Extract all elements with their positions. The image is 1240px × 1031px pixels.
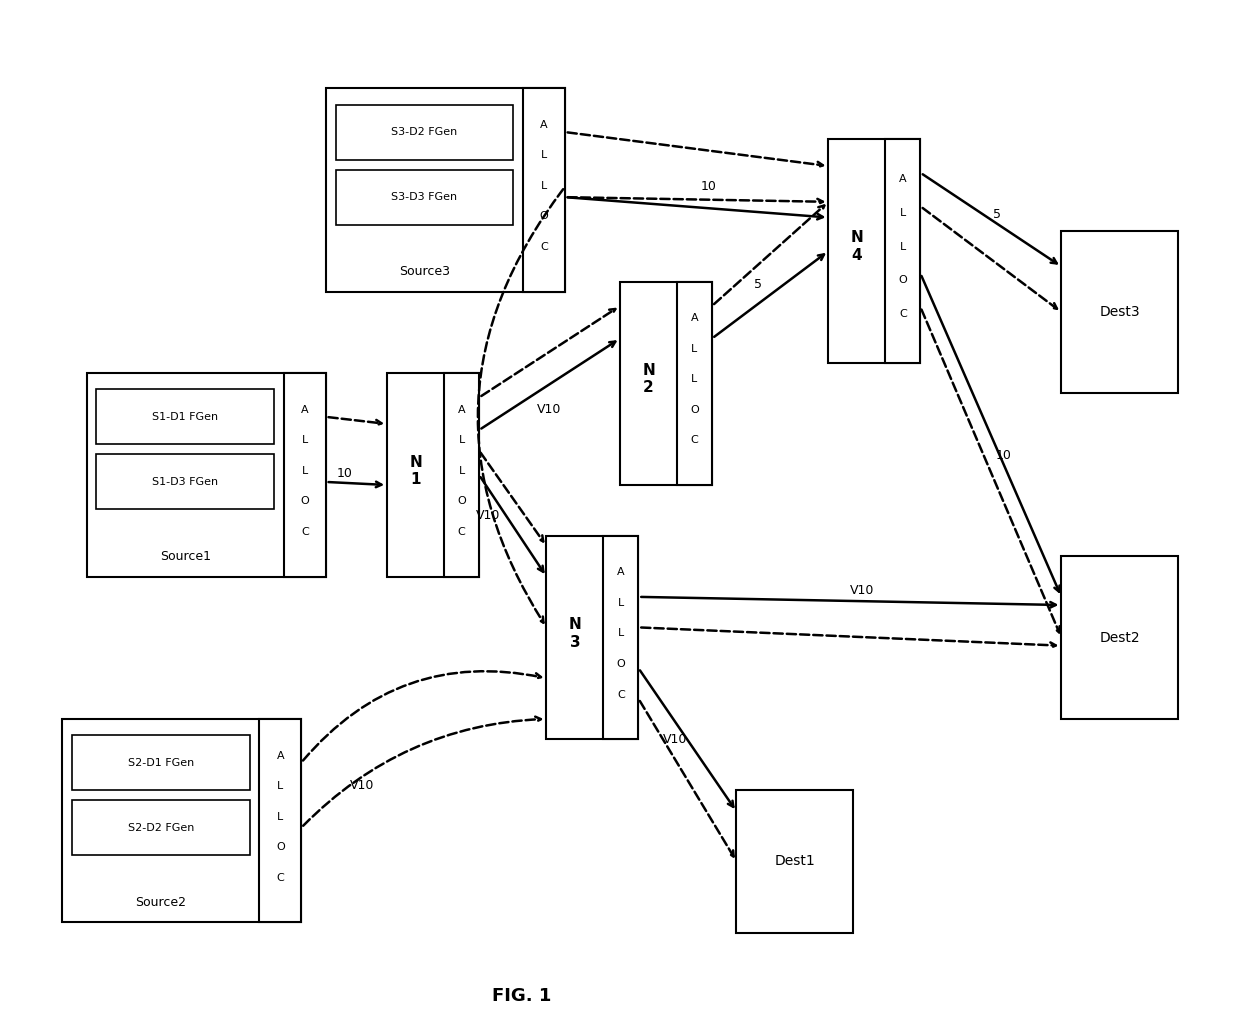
FancyBboxPatch shape (72, 800, 249, 856)
Text: L: L (459, 435, 465, 445)
FancyBboxPatch shape (547, 536, 639, 739)
FancyBboxPatch shape (1061, 231, 1178, 394)
Text: L: L (618, 629, 624, 638)
Text: C: C (899, 308, 906, 319)
FancyBboxPatch shape (62, 719, 301, 923)
FancyBboxPatch shape (523, 89, 565, 292)
Text: A: A (899, 174, 906, 185)
Text: O: O (616, 659, 625, 669)
Text: S2-D1 FGen: S2-D1 FGen (128, 758, 193, 768)
Text: A: A (618, 567, 625, 577)
Text: C: C (618, 690, 625, 699)
Text: 5: 5 (993, 208, 1001, 221)
Text: L: L (459, 466, 465, 475)
FancyBboxPatch shape (828, 139, 920, 363)
Text: L: L (278, 781, 284, 791)
Text: A: A (458, 405, 465, 414)
Text: V10: V10 (476, 509, 501, 522)
Text: L: L (692, 343, 698, 354)
FancyBboxPatch shape (620, 281, 712, 485)
FancyBboxPatch shape (1061, 556, 1178, 719)
FancyBboxPatch shape (97, 390, 274, 444)
Text: V10: V10 (849, 585, 874, 597)
Text: L: L (301, 466, 308, 475)
Text: Source2: Source2 (135, 896, 186, 908)
FancyBboxPatch shape (336, 170, 513, 225)
Text: S3-D3 FGen: S3-D3 FGen (392, 192, 458, 202)
Text: O: O (539, 211, 548, 222)
Text: Dest3: Dest3 (1100, 305, 1140, 319)
Text: C: C (301, 527, 309, 537)
Text: 10: 10 (996, 448, 1011, 462)
Text: L: L (278, 811, 284, 822)
Text: V10: V10 (351, 778, 374, 792)
Text: L: L (541, 181, 547, 191)
Text: L: L (900, 208, 906, 218)
Text: O: O (691, 405, 699, 414)
FancyBboxPatch shape (284, 373, 326, 576)
FancyBboxPatch shape (677, 281, 712, 485)
FancyBboxPatch shape (737, 790, 853, 932)
Text: Source1: Source1 (160, 550, 211, 563)
Text: 10: 10 (701, 180, 717, 194)
Text: C: C (541, 242, 548, 252)
Text: N
3: N 3 (569, 618, 582, 650)
Text: C: C (458, 527, 465, 537)
FancyBboxPatch shape (885, 139, 920, 363)
FancyBboxPatch shape (87, 373, 326, 576)
Text: 5: 5 (754, 278, 761, 291)
FancyBboxPatch shape (326, 89, 565, 292)
Text: Source3: Source3 (399, 265, 450, 278)
Text: A: A (301, 405, 309, 414)
Text: N
4: N 4 (851, 230, 863, 263)
Text: V10: V10 (537, 403, 562, 417)
Text: C: C (277, 872, 284, 883)
Text: C: C (691, 435, 698, 445)
Text: L: L (541, 151, 547, 161)
Text: Dest2: Dest2 (1100, 631, 1140, 644)
Text: 10: 10 (336, 467, 352, 479)
FancyBboxPatch shape (604, 536, 639, 739)
Text: O: O (300, 496, 309, 506)
Text: S2-D2 FGen: S2-D2 FGen (128, 823, 193, 833)
Text: L: L (301, 435, 308, 445)
FancyBboxPatch shape (97, 455, 274, 509)
Text: S1-D3 FGen: S1-D3 FGen (153, 477, 218, 487)
Text: N
1: N 1 (409, 455, 422, 487)
Text: O: O (277, 842, 285, 852)
Text: L: L (900, 241, 906, 252)
Text: FIG. 1: FIG. 1 (492, 987, 552, 1004)
Text: Dest1: Dest1 (774, 855, 815, 868)
Text: O: O (458, 496, 466, 506)
Text: A: A (691, 313, 698, 323)
Text: N
2: N 2 (642, 363, 655, 396)
Text: A: A (277, 751, 284, 761)
FancyBboxPatch shape (72, 735, 249, 790)
FancyBboxPatch shape (444, 373, 479, 576)
Text: S1-D1 FGen: S1-D1 FGen (153, 411, 218, 422)
FancyBboxPatch shape (259, 719, 301, 923)
FancyBboxPatch shape (387, 373, 479, 576)
FancyBboxPatch shape (336, 104, 513, 160)
Text: V10: V10 (663, 733, 687, 746)
Text: L: L (692, 374, 698, 385)
Text: O: O (899, 275, 908, 286)
Text: A: A (541, 120, 548, 130)
Text: L: L (618, 598, 624, 608)
Text: S3-D2 FGen: S3-D2 FGen (392, 127, 458, 137)
